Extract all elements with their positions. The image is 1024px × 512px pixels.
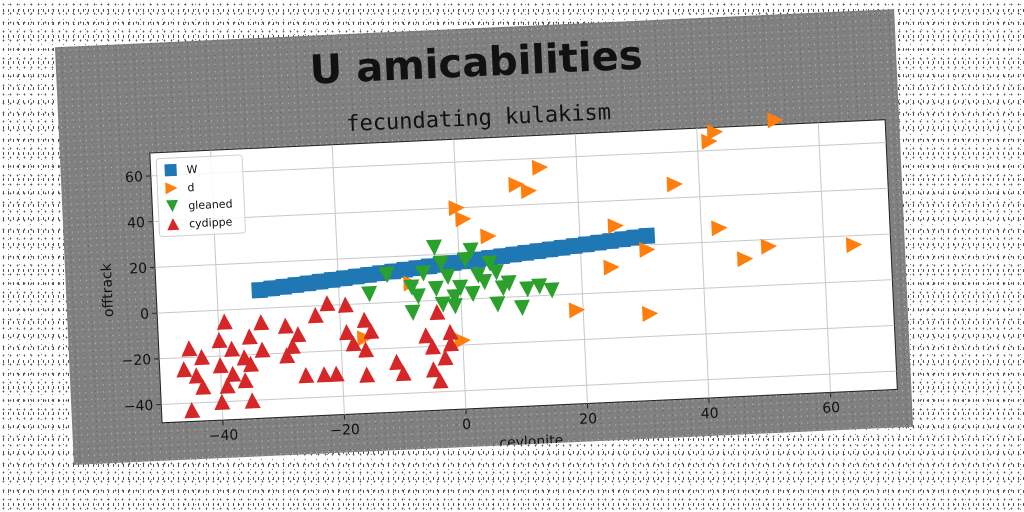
- x-tick-label: −20: [330, 422, 360, 439]
- x-tick-label: 60: [822, 400, 841, 417]
- y-tick-label: −40: [123, 398, 153, 415]
- x-tick-label: 20: [579, 411, 598, 428]
- scatter-chart: −40 −20 0 20 40 60 −40 −20 0 20 40 60 ceylonite offtr…: [55, 9, 913, 465]
- x-tick-label: 40: [700, 406, 719, 423]
- x-axis-label: ceylonite: [499, 433, 564, 452]
- x-tick-label: 0: [462, 417, 472, 433]
- y-axis-label: offtrack: [99, 262, 117, 317]
- x-tick-label: −40: [208, 427, 238, 444]
- y-tick-label: −20: [121, 352, 151, 369]
- point-w: [638, 228, 655, 245]
- y-tick-label: 20: [129, 261, 148, 278]
- legend-label-w: W: [186, 163, 198, 176]
- legend-marker-w: [164, 164, 177, 177]
- legend-label-cydippe: cydippe: [189, 215, 233, 230]
- figure-card: U amicabilities fecundating kulakism −40…: [55, 9, 913, 465]
- y-tick-label: 0: [140, 306, 150, 322]
- legend-label-gleaned: gleaned: [188, 197, 233, 212]
- legend-label-d: d: [187, 181, 195, 194]
- plot-area: [150, 120, 897, 423]
- y-tick-label: 40: [127, 215, 146, 232]
- y-tick-label: 60: [125, 169, 144, 186]
